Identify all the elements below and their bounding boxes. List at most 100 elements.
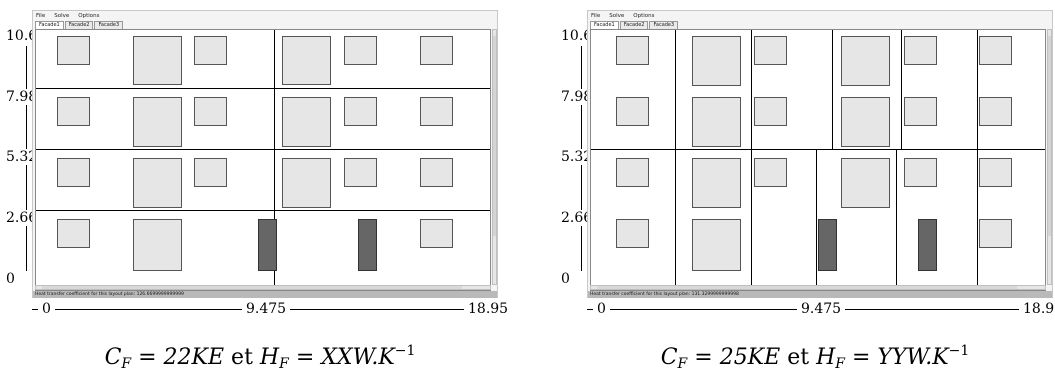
- x-tick-label: 9.475: [242, 300, 291, 318]
- window[interactable]: [344, 36, 377, 65]
- status-bar: Heat transfer coefficient for this layou…: [588, 291, 1052, 298]
- window[interactable]: [282, 36, 331, 85]
- tab-facade3[interactable]: Facade3: [94, 21, 124, 29]
- menu-solve[interactable]: Solve: [54, 13, 70, 19]
- y-tick-label: 5.32: [561, 149, 593, 165]
- window[interactable]: [344, 97, 377, 126]
- heat-subscript: F: [279, 356, 289, 372]
- menu-options[interactable]: Options: [633, 13, 655, 19]
- menu-file[interactable]: File: [591, 13, 601, 19]
- window[interactable]: [692, 219, 741, 271]
- window[interactable]: [616, 97, 649, 126]
- floor-divider: [36, 210, 490, 211]
- x-tick-label: 0: [38, 300, 55, 318]
- window[interactable]: [133, 219, 182, 271]
- menu-bar: File Solve Options: [35, 12, 100, 21]
- menu-file[interactable]: File: [36, 13, 46, 19]
- facade-tabs: Facade1 Facade2 Facade3: [35, 21, 124, 29]
- window[interactable]: [841, 97, 890, 147]
- x-axis: 0 9.475 18.95: [587, 300, 1055, 320]
- panel-divider: [977, 30, 978, 290]
- panel-divider: [816, 149, 817, 290]
- cost-symbol: C: [104, 345, 122, 370]
- window[interactable]: [282, 97, 331, 147]
- figure-caption: CF = 25KE et HF = YYW.K−1: [555, 337, 1055, 374]
- window[interactable]: [616, 158, 649, 187]
- x-axis: 0 9.475 18.95: [32, 300, 513, 320]
- window[interactable]: [754, 36, 787, 65]
- window[interactable]: [194, 97, 227, 126]
- window[interactable]: [904, 158, 937, 187]
- cost-subscript: F: [677, 356, 688, 372]
- tab-facade3[interactable]: Facade3: [649, 21, 679, 29]
- window[interactable]: [979, 36, 1012, 65]
- window[interactable]: [420, 219, 453, 248]
- window[interactable]: [420, 97, 453, 126]
- y-tick-label: 0: [6, 271, 36, 287]
- window[interactable]: [133, 158, 182, 208]
- window[interactable]: [754, 97, 787, 126]
- panel-divider: [675, 30, 676, 290]
- heat-exponent: −1: [948, 343, 970, 359]
- window[interactable]: [841, 36, 890, 86]
- window[interactable]: [616, 36, 649, 65]
- window[interactable]: [979, 158, 1012, 187]
- window[interactable]: [282, 158, 331, 208]
- window[interactable]: [57, 158, 90, 187]
- window[interactable]: [616, 219, 649, 248]
- tab-facade1[interactable]: Facade1: [590, 21, 619, 29]
- window[interactable]: [841, 158, 890, 208]
- tab-facade2[interactable]: Facade2: [64, 21, 94, 29]
- x-tick-label: 0: [593, 300, 610, 318]
- window[interactable]: [979, 97, 1012, 126]
- window[interactable]: [420, 36, 453, 65]
- door[interactable]: [258, 219, 277, 271]
- tab-facade2[interactable]: Facade2: [619, 21, 649, 29]
- door[interactable]: [358, 219, 377, 271]
- menu-options[interactable]: Options: [78, 13, 100, 19]
- facade-layout-canvas[interactable]: [35, 29, 491, 291]
- panel-divider: [274, 30, 275, 290]
- window[interactable]: [57, 36, 90, 65]
- panel-divider: [832, 30, 833, 149]
- window[interactable]: [194, 36, 227, 65]
- window[interactable]: [979, 219, 1012, 248]
- heat-symbol: H: [259, 345, 280, 370]
- door[interactable]: [918, 219, 937, 271]
- vertical-scrollbar[interactable]: [1047, 29, 1052, 285]
- window[interactable]: [133, 97, 182, 147]
- window[interactable]: [420, 158, 453, 187]
- menu-bar: File Solve Options: [590, 12, 655, 21]
- floor-divider: [591, 149, 1045, 150]
- window[interactable]: [904, 36, 937, 65]
- window[interactable]: [692, 36, 741, 86]
- heat-value: = XXW.K: [295, 345, 395, 370]
- window[interactable]: [133, 36, 182, 85]
- x-tick-label: 9.475: [797, 300, 846, 318]
- window[interactable]: [344, 158, 377, 187]
- caption-connector: et: [787, 345, 810, 370]
- panel-divider: [751, 30, 752, 290]
- window[interactable]: [754, 158, 787, 187]
- window[interactable]: [194, 158, 227, 187]
- window[interactable]: [57, 219, 90, 248]
- heat-exponent: −1: [394, 343, 416, 359]
- window[interactable]: [57, 97, 90, 126]
- facade-panel-right: 10.64 7.98 5.32 2.66 0 File Solve Option…: [555, 0, 1055, 374]
- facade-layout-canvas[interactable]: [590, 29, 1046, 291]
- window[interactable]: [692, 158, 741, 208]
- vertical-scrollbar[interactable]: [492, 29, 497, 285]
- door[interactable]: [818, 219, 837, 271]
- facade-app-window: File Solve Options Facade1 Facade2 Facad…: [587, 10, 1053, 298]
- horizontal-scrollbar[interactable]: [590, 285, 1046, 290]
- y-tick-label: 0: [561, 271, 591, 287]
- y-tick-label: 7.98: [6, 89, 38, 105]
- floor-divider: [36, 88, 490, 89]
- window[interactable]: [692, 97, 741, 147]
- y-tick-label: 7.98: [561, 89, 593, 105]
- window[interactable]: [904, 97, 937, 126]
- menu-solve[interactable]: Solve: [609, 13, 625, 19]
- horizontal-scrollbar[interactable]: [35, 285, 491, 290]
- tab-facade1[interactable]: Facade1: [35, 21, 64, 29]
- heat-symbol: H: [816, 345, 836, 370]
